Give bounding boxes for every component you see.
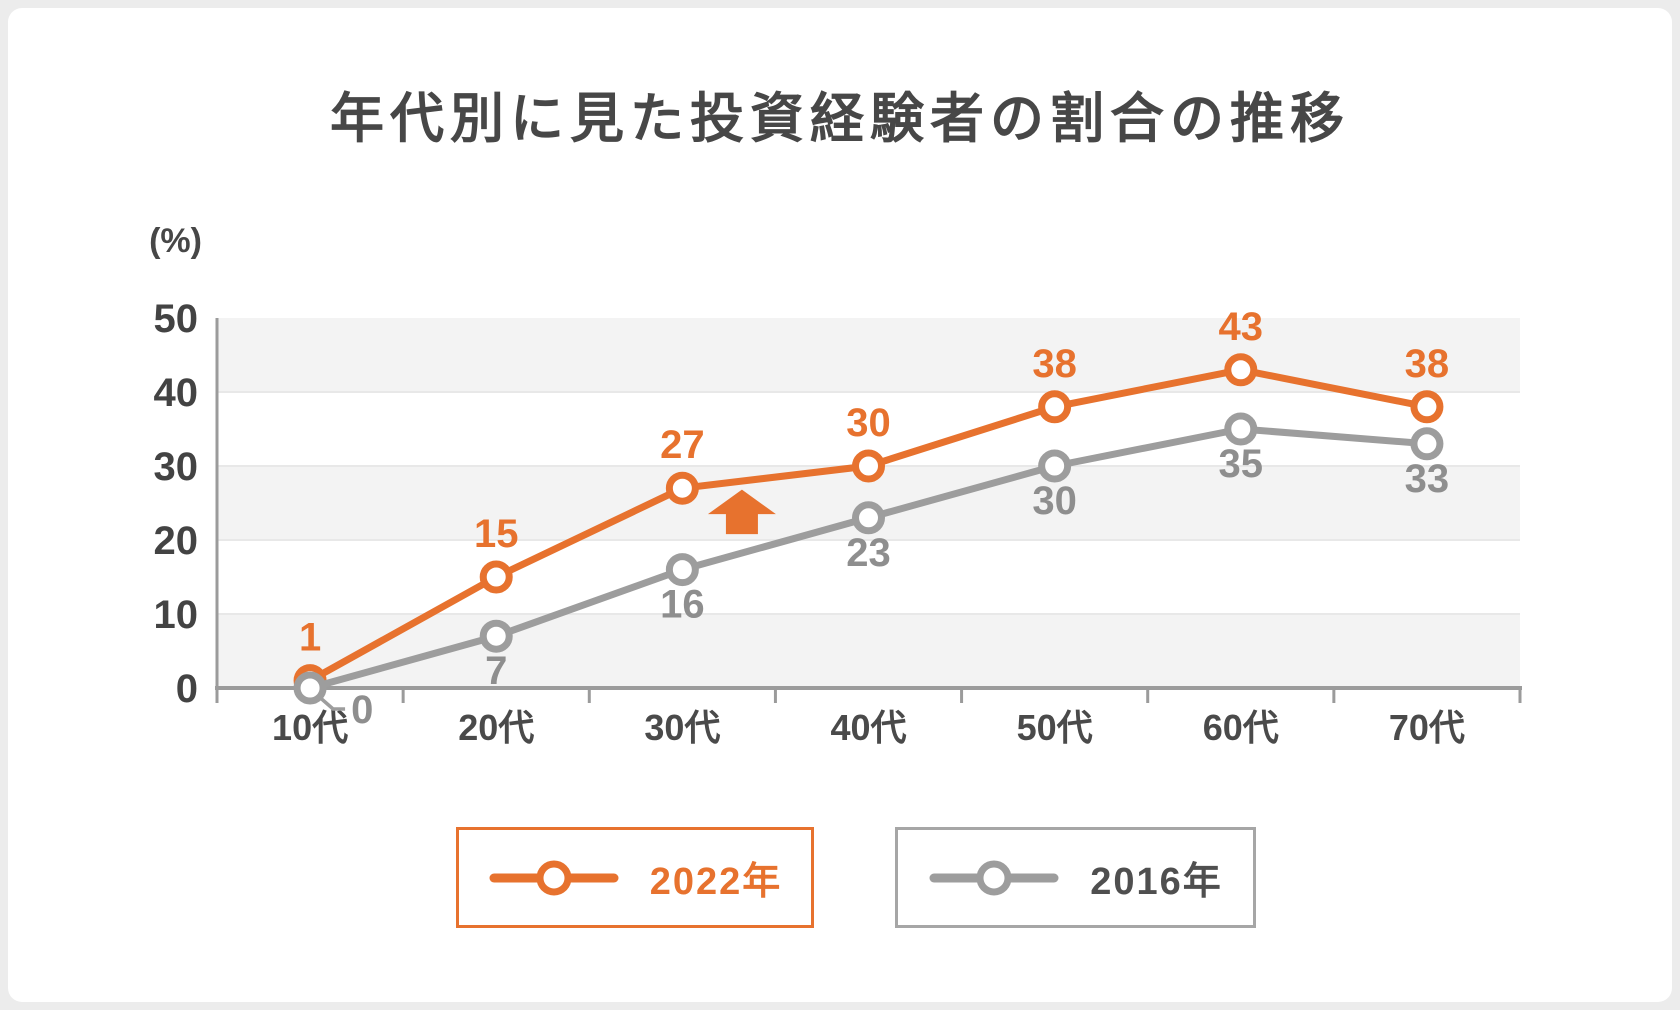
data-point-marker-2022年 [665,471,699,505]
data-point-marker-2022年 [479,560,513,594]
data-label-2022年: 1 [299,616,321,660]
legend-marker-2016-icon [929,860,1059,895]
y-tick-label: 0 [176,667,198,711]
y-tick-label: 20 [154,519,199,563]
x-tick-label: 10代 [272,707,348,748]
legend-label-2022: 2022年 [649,861,783,903]
data-point-marker-2016年 [665,553,699,587]
data-point-marker-2022年 [1410,390,1444,424]
data-point-marker-2016年 [293,671,327,705]
plot-band [217,318,1520,392]
data-point-marker-2016年 [1224,412,1258,446]
y-tick-label: 30 [154,445,199,489]
line-chart-plot: 0 10 20 30 40 50 10代 20代 30代 40代 50代 60代 70代 1 15 27 30 3… [149,222,1522,748]
data-label-2016年: 0 [351,688,373,732]
data-label-2022年: 30 [846,401,891,445]
data-label-2022年: 15 [474,512,519,556]
data-label-2022年: 43 [1219,305,1264,349]
data-point-marker-2016年 [852,501,885,535]
data-label-2016年: 33 [1405,457,1450,501]
legend-label-2016: 2016年 [1090,861,1223,903]
data-label-2016年: 30 [1032,479,1077,523]
data-label-2022年: 38 [1405,342,1450,386]
data-label-2016年: 35 [1219,442,1264,486]
data-point-marker-2016年 [479,619,513,653]
chart-card: 年代別に見た投資経験者の割合の推移 0 10 20 30 40 50 10代 20代 30代 40… [8,8,1672,1002]
y-tick-label: 50 [154,297,199,341]
y-axis-unit-label: (%) [149,222,202,260]
x-tick-label: 30代 [644,707,720,748]
data-label-2016年: 23 [846,531,891,575]
x-tick-label: 20代 [458,707,534,748]
data-point-marker-2016年 [1410,427,1444,461]
label-leader-line [315,693,346,711]
legend-item-2016: 2016年 [895,827,1256,928]
legend-item-2022: 2022年 [456,827,814,928]
data-point-marker-2022年 [852,449,885,483]
x-tick-label: 40代 [830,707,906,748]
data-label-2022年: 27 [660,423,705,467]
data-point-marker-2016年 [1038,449,1072,483]
data-label-2022年: 38 [1032,342,1077,386]
data-label-2016年: 7 [485,649,507,693]
data-point-marker-2022年 [1224,353,1258,387]
data-label-2016年: 16 [660,583,705,627]
chart-title: 年代別に見た投資経験者の割合の推移 [330,89,1350,149]
up-arrow-annotation-icon [707,489,776,535]
y-tick-label: 10 [154,593,199,637]
x-tick-label: 50代 [1017,707,1093,748]
y-tick-label: 40 [154,371,199,415]
legend-marker-2022-icon [489,860,619,895]
x-tick-label: 60代 [1203,707,1279,748]
data-point-marker-2022年 [1038,390,1072,424]
x-tick-label: 70代 [1389,707,1465,748]
plot-band [217,540,1520,614]
